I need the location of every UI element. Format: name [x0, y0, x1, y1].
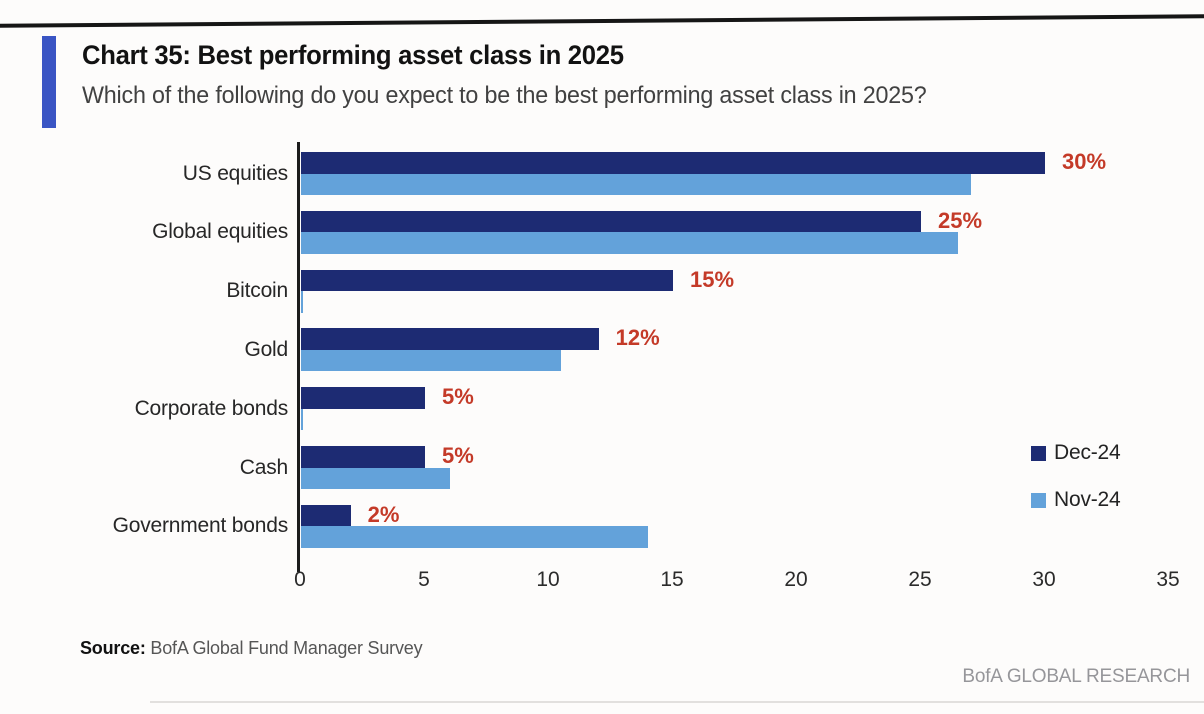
value-label: 2% [367, 501, 400, 527]
legend-item-dec-24: Dec-24 [1031, 441, 1181, 464]
legend-label-dec-24: Dec-24 [1054, 441, 1121, 464]
bar-dec-24 [301, 152, 1045, 174]
category-label: Cash [239, 455, 288, 479]
bottom-rule [150, 701, 1204, 703]
x-axis-tick-label: 0 [294, 568, 306, 591]
source-label: Source: [80, 638, 146, 658]
legend-item-nov-24: Nov-24 [1031, 488, 1181, 511]
bar-nov-24 [301, 526, 649, 548]
legend-swatch-dec-24 [1031, 445, 1046, 461]
chart-subtitle: Which of the following do you expect to … [82, 82, 927, 109]
legend-swatch-nov-24 [1031, 492, 1046, 508]
category-label: US equities [182, 161, 288, 185]
x-axis-tick-label: 10 [536, 568, 560, 591]
bar-dec-24 [301, 446, 425, 468]
source-text: BofA Global Fund Manager Survey [145, 638, 423, 658]
bar-nov-24 [301, 467, 450, 489]
x-axis-zero-tick [297, 565, 300, 572]
legend-label-nov-24: Nov-24 [1054, 488, 1121, 511]
category-label: Gold [244, 337, 288, 361]
title-accent-bar [42, 36, 56, 128]
x-axis-tick-label: 5 [418, 568, 430, 591]
chart-title: Chart 35: Best performing asset class in… [82, 40, 624, 70]
y-axis-line [297, 142, 300, 565]
value-label: 30% [1062, 149, 1107, 174]
value-label: 12% [615, 325, 660, 351]
bar-nov-24 [301, 232, 959, 254]
bar-nov-24 [301, 408, 303, 431]
category-label: Global equities [152, 220, 288, 244]
category-label: Bitcoin [226, 279, 288, 303]
x-axis-tick-label: 30 [1032, 568, 1056, 591]
category-label: Government bonds [112, 514, 289, 538]
bar-nov-24 [301, 173, 971, 195]
legend: Dec-24 Nov-24 [1031, 441, 1181, 537]
source-note: Source: BofA Global Fund Manager Survey [80, 638, 423, 659]
bar-dec-24 [301, 269, 673, 292]
value-label: 25% [938, 207, 983, 233]
bar-dec-24 [301, 504, 351, 527]
category-label: Corporate bonds [134, 396, 289, 420]
bar-dec-24 [301, 387, 425, 409]
bofa-global-research-brand: BofA GLOBAL RESEARCH [962, 666, 1190, 687]
bar-dec-24 [301, 210, 921, 233]
x-axis-tick-label: 20 [784, 568, 808, 591]
value-label: 5% [442, 384, 474, 410]
x-axis-tick-label: 35 [1156, 568, 1180, 591]
bar-dec-24 [301, 328, 599, 350]
bar-nov-24 [301, 349, 562, 372]
bar-nov-24 [301, 291, 303, 313]
x-axis-tick-label: 15 [660, 568, 684, 591]
value-label: 15% [690, 266, 735, 292]
x-axis-tick-label: 25 [908, 568, 932, 591]
top-rule [0, 14, 1204, 28]
value-label: 5% [442, 443, 474, 468]
